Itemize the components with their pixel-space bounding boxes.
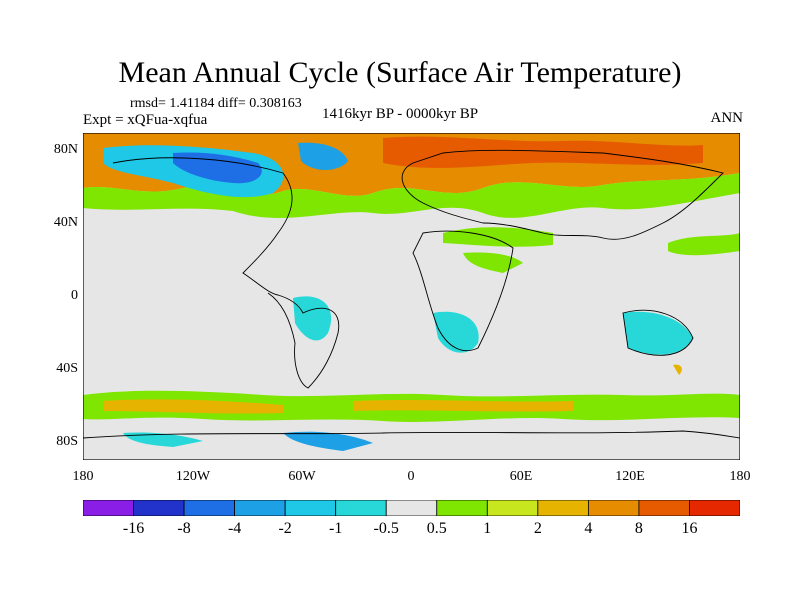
- chart-title: Mean Annual Cycle (Surface Air Temperatu…: [118, 56, 682, 89]
- lon-label: 0: [407, 469, 415, 484]
- lon-label: 60E: [509, 469, 533, 484]
- colorbar-swatch: [284, 500, 337, 516]
- lat-label: 0: [71, 288, 78, 303]
- australia-warm-dot: [673, 364, 682, 375]
- colorbar-swatch: [234, 500, 286, 516]
- colorbar-label: 8: [634, 520, 643, 537]
- safrica-cold: [433, 311, 479, 353]
- colorbar-swatch: [486, 500, 539, 516]
- sahara-green: [443, 227, 553, 247]
- colorbar-label: -16: [122, 520, 145, 537]
- colorbar-swatch: [183, 500, 236, 516]
- colorbar-label: -1: [329, 520, 343, 537]
- colorbar-label: -2: [278, 520, 292, 537]
- colorbar-swatch: [689, 500, 740, 516]
- arctic-strong-warm: [383, 136, 703, 168]
- colorbar-swatch: [385, 500, 438, 516]
- nafrica-green: [463, 252, 523, 273]
- colorbar-label: 4: [584, 520, 593, 537]
- lat-label: 80S: [56, 434, 78, 449]
- colorbar-label: -0.5: [373, 520, 399, 537]
- colorbar-label: 0.5: [426, 520, 447, 537]
- colorbar-swatch: [537, 500, 589, 516]
- period-label: 1416kyr BP - 0000kyr BP: [322, 106, 479, 122]
- lat-label: 40N: [53, 215, 78, 230]
- colorbar-label: 2: [533, 520, 542, 537]
- pacific-tongue: [668, 233, 740, 256]
- season-label: ANN: [710, 110, 744, 126]
- lat-label: 40S: [56, 361, 78, 376]
- samerica-cold: [293, 296, 332, 341]
- colorbar-swatch: [587, 500, 640, 516]
- lon-label: 120E: [615, 469, 645, 484]
- lat-label: 80N: [53, 142, 78, 157]
- canada-colder: [173, 152, 262, 184]
- australia-cold: [623, 311, 693, 355]
- southern-ocean-warm-2: [353, 400, 573, 412]
- colorbar-label: -4: [227, 520, 242, 537]
- colorbar-label: 1: [483, 520, 492, 537]
- stats-text: rmsd= 1.41184 diff= 0.308163: [130, 96, 302, 111]
- lon-label: 60W: [288, 469, 316, 484]
- colorbar-swatch: [83, 500, 134, 516]
- colorbar-label: -8: [177, 520, 191, 537]
- lon-label: 180: [72, 469, 94, 484]
- colorbar-swatch: [335, 500, 387, 516]
- lon-label: 180: [729, 469, 751, 484]
- experiment-label: Expt = xQFua-xqfua: [83, 112, 208, 128]
- greenland-cold: [298, 142, 348, 170]
- colorbar-label: 16: [681, 520, 698, 537]
- antarctica-cold: [283, 431, 373, 451]
- southern-ocean-warm: [103, 399, 283, 414]
- lon-label: 120W: [175, 469, 211, 484]
- colorbar-swatch: [133, 500, 185, 516]
- colorbar-swatch: [436, 500, 488, 516]
- colorbar-swatch: [638, 500, 690, 516]
- colorbar: [83, 500, 740, 516]
- antarctica-cold-2: [123, 432, 203, 447]
- map-plot: [83, 133, 740, 460]
- coastlines: [83, 149, 740, 439]
